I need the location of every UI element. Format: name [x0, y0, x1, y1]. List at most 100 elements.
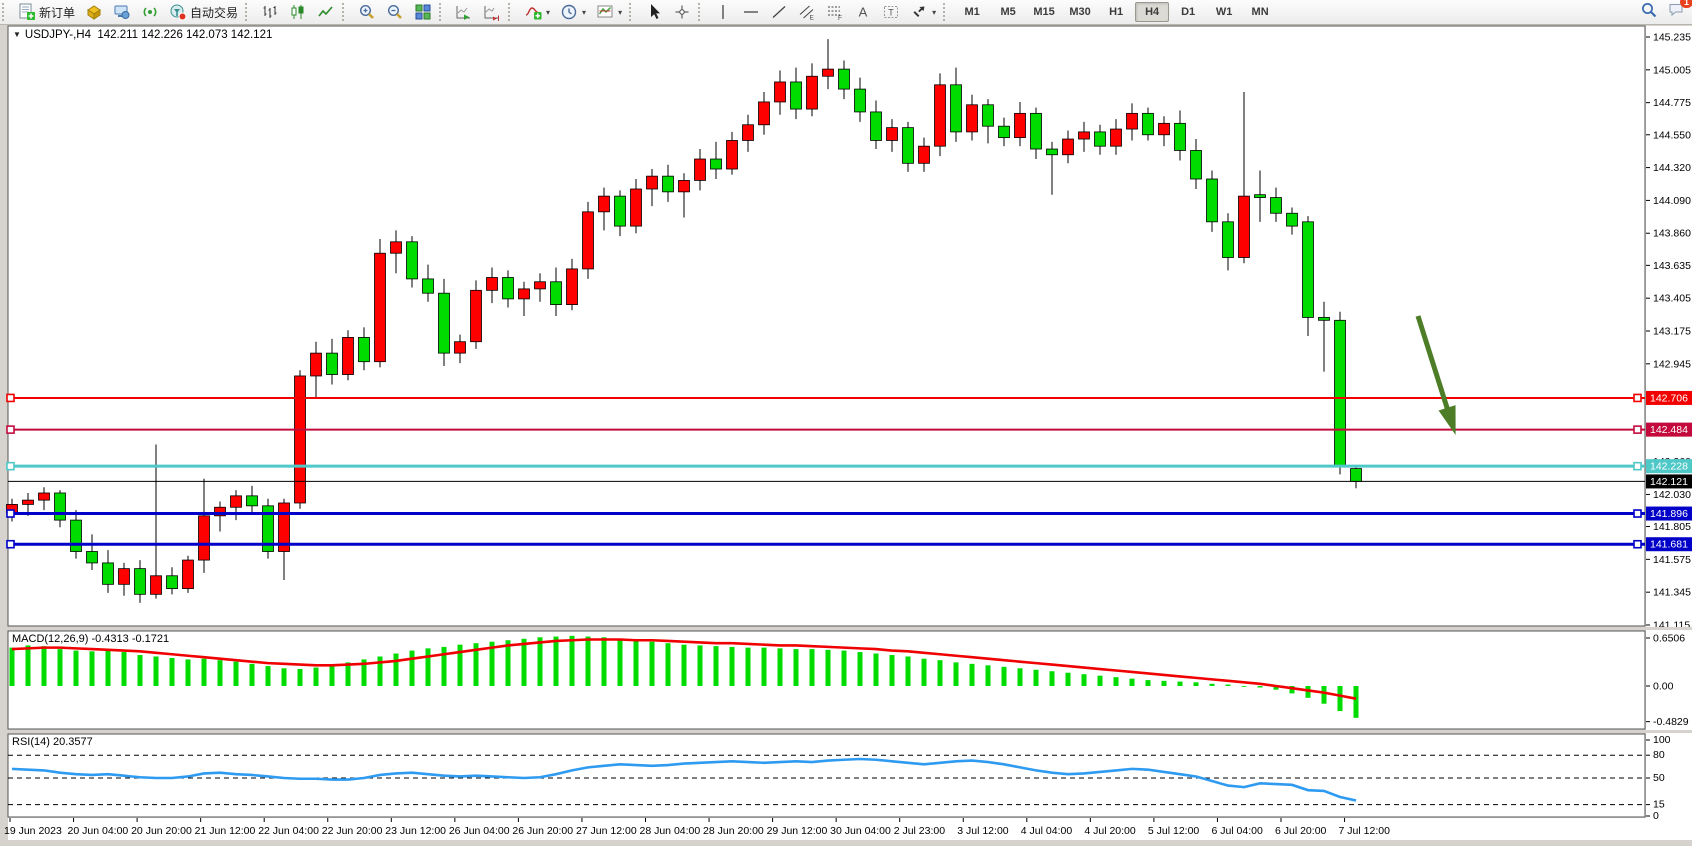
timeframe-d1-button[interactable]: D1: [1181, 6, 1196, 18]
price-tag-142.706: 142.706: [1646, 390, 1692, 405]
pane-splitter[interactable]: [0, 730, 1692, 733]
svg-text:4 Jul 20:00: 4 Jul 20:00: [1084, 825, 1136, 837]
svg-text:20 Jun 20:00: 20 Jun 20:00: [131, 825, 192, 837]
search-button[interactable]: [1640, 1, 1658, 24]
toolbar-grip: [2, 3, 11, 21]
chevron-down-icon[interactable]: ▾: [618, 7, 623, 17]
toolbar-button-label: 新订单: [39, 5, 76, 20]
chat-button[interactable]: 1: [1668, 0, 1692, 24]
timeframe-h4-button[interactable]: H4: [1135, 2, 1170, 22]
trendline-icon: [772, 6, 786, 18]
timeframe-m15-button[interactable]: M15: [1033, 6, 1055, 18]
periods-icon: [561, 4, 577, 20]
charts-cube-button[interactable]: [81, 1, 107, 23]
price-tag-142.228: 142.228: [1646, 459, 1692, 474]
line-chart-button[interactable]: [313, 1, 339, 23]
text-button[interactable]: A: [850, 1, 876, 23]
pane-splitter[interactable]: [0, 627, 1692, 630]
toolbar-grip: [629, 3, 638, 21]
hline-142.228[interactable]: [6, 461, 1645, 471]
bar-chart-icon: [263, 6, 277, 18]
svg-text:144.090: 144.090: [1653, 195, 1691, 207]
price-tag-141.681: 141.681: [1646, 537, 1692, 552]
hline-141.681[interactable]: [6, 539, 1645, 549]
bar-chart-button[interactable]: [257, 1, 283, 23]
cursor-button[interactable]: [641, 1, 667, 23]
candlestick-chart-icon: [291, 5, 304, 19]
svg-text:-0.4829: -0.4829: [1653, 716, 1689, 728]
timeframe-h1-button[interactable]: H1: [1109, 6, 1124, 18]
rsi-line: [11, 757, 1357, 802]
svg-text:28 Jun 04:00: 28 Jun 04:00: [640, 825, 701, 837]
hline-141.896[interactable]: [6, 509, 1645, 518]
timeframe-mn-button[interactable]: MN: [1251, 6, 1269, 18]
toolbar-grip: [508, 3, 517, 21]
candlestick-chart-button[interactable]: [285, 1, 311, 23]
candles-layer: [6, 39, 1362, 603]
svg-text:0.00: 0.00: [1653, 681, 1674, 693]
signals-button[interactable]: [137, 1, 163, 23]
fibonacci-button[interactable]: F: [822, 1, 848, 23]
toolbar-grip: [943, 3, 952, 21]
arrows-icon: [913, 6, 925, 17]
channel-button[interactable]: E: [794, 1, 820, 23]
chevron-down-icon[interactable]: ▾: [546, 7, 551, 17]
svg-text:22 Jun 20:00: 22 Jun 20:00: [322, 825, 383, 837]
timeframe-m30-button[interactable]: M30: [1069, 6, 1091, 18]
label-button[interactable]: T: [878, 1, 904, 23]
channel-icon: E: [799, 5, 815, 21]
autoscroll-button[interactable]: [451, 1, 477, 23]
svg-text:141.345: 141.345: [1653, 587, 1691, 599]
tile-windows-button[interactable]: [410, 1, 436, 23]
crosshair-button[interactable]: [669, 1, 695, 23]
svg-text:A: A: [859, 5, 868, 20]
hline-142.484[interactable]: [6, 425, 1645, 434]
svg-text:21 Jun 12:00: 21 Jun 12:00: [195, 825, 256, 837]
zoom-out-icon: [388, 4, 402, 19]
hline-142.706[interactable]: [6, 393, 1645, 403]
hline-button[interactable]: [738, 1, 764, 23]
svg-text:142.945: 142.945: [1653, 358, 1691, 370]
vline-button[interactable]: [710, 1, 736, 23]
indicators-button[interactable]: ▾: [520, 1, 554, 23]
price-axis-background: [1646, 26, 1692, 818]
svg-text:28 Jun 20:00: 28 Jun 20:00: [703, 825, 764, 837]
timeframe-m5-button[interactable]: M5: [1000, 6, 1016, 18]
terminal-button[interactable]: [109, 1, 135, 23]
svg-text:143.635: 143.635: [1653, 260, 1691, 272]
chevron-down-icon[interactable]: ▾: [932, 7, 937, 17]
timeframe-w1-button[interactable]: W1: [1215, 6, 1233, 18]
search-icon: [1642, 2, 1657, 17]
svg-text:142.030: 142.030: [1653, 489, 1691, 501]
trendline-button[interactable]: [766, 1, 792, 23]
toolbar-button-label: 自动交易: [190, 5, 239, 20]
arrow-annotation[interactable]: [1415, 315, 1456, 435]
autoscroll-icon: [456, 6, 471, 20]
svg-text:2 Jul 23:00: 2 Jul 23:00: [894, 825, 946, 837]
toolbar-grip: [698, 3, 707, 21]
chevron-down-icon[interactable]: ▾: [582, 7, 587, 17]
toolbar-grip: [342, 3, 351, 21]
svg-text:80: 80: [1653, 749, 1665, 761]
terminal-icon: [114, 5, 130, 19]
svg-text:F: F: [838, 15, 842, 21]
svg-text:5 Jul 12:00: 5 Jul 12:00: [1148, 825, 1200, 837]
templates-button[interactable]: ▾: [592, 1, 626, 23]
svg-text:100: 100: [1653, 734, 1671, 746]
svg-text:4 Jul 04:00: 4 Jul 04:00: [1021, 825, 1073, 837]
zoom-in-button[interactable]: [354, 1, 380, 23]
svg-text:7 Jul 12:00: 7 Jul 12:00: [1339, 825, 1391, 837]
svg-text:27 Jun 12:00: 27 Jun 12:00: [576, 825, 637, 837]
timeframe-m1-button[interactable]: M1: [964, 6, 980, 18]
new-order-button[interactable]: 新订单: [14, 1, 79, 23]
chart-shift-button[interactable]: [479, 1, 505, 23]
autotrading-button[interactable]: 自动交易: [165, 1, 242, 23]
macd-signal-line: [11, 638, 1357, 700]
text-icon: A: [859, 5, 868, 20]
svg-text:6 Jul 04:00: 6 Jul 04:00: [1211, 825, 1263, 837]
zoom-out-button[interactable]: [382, 1, 408, 23]
periods-button[interactable]: ▾: [556, 1, 590, 23]
tile-windows-icon: [415, 4, 431, 20]
signals-icon: [143, 7, 157, 17]
arrows-button[interactable]: ▾: [906, 1, 940, 23]
